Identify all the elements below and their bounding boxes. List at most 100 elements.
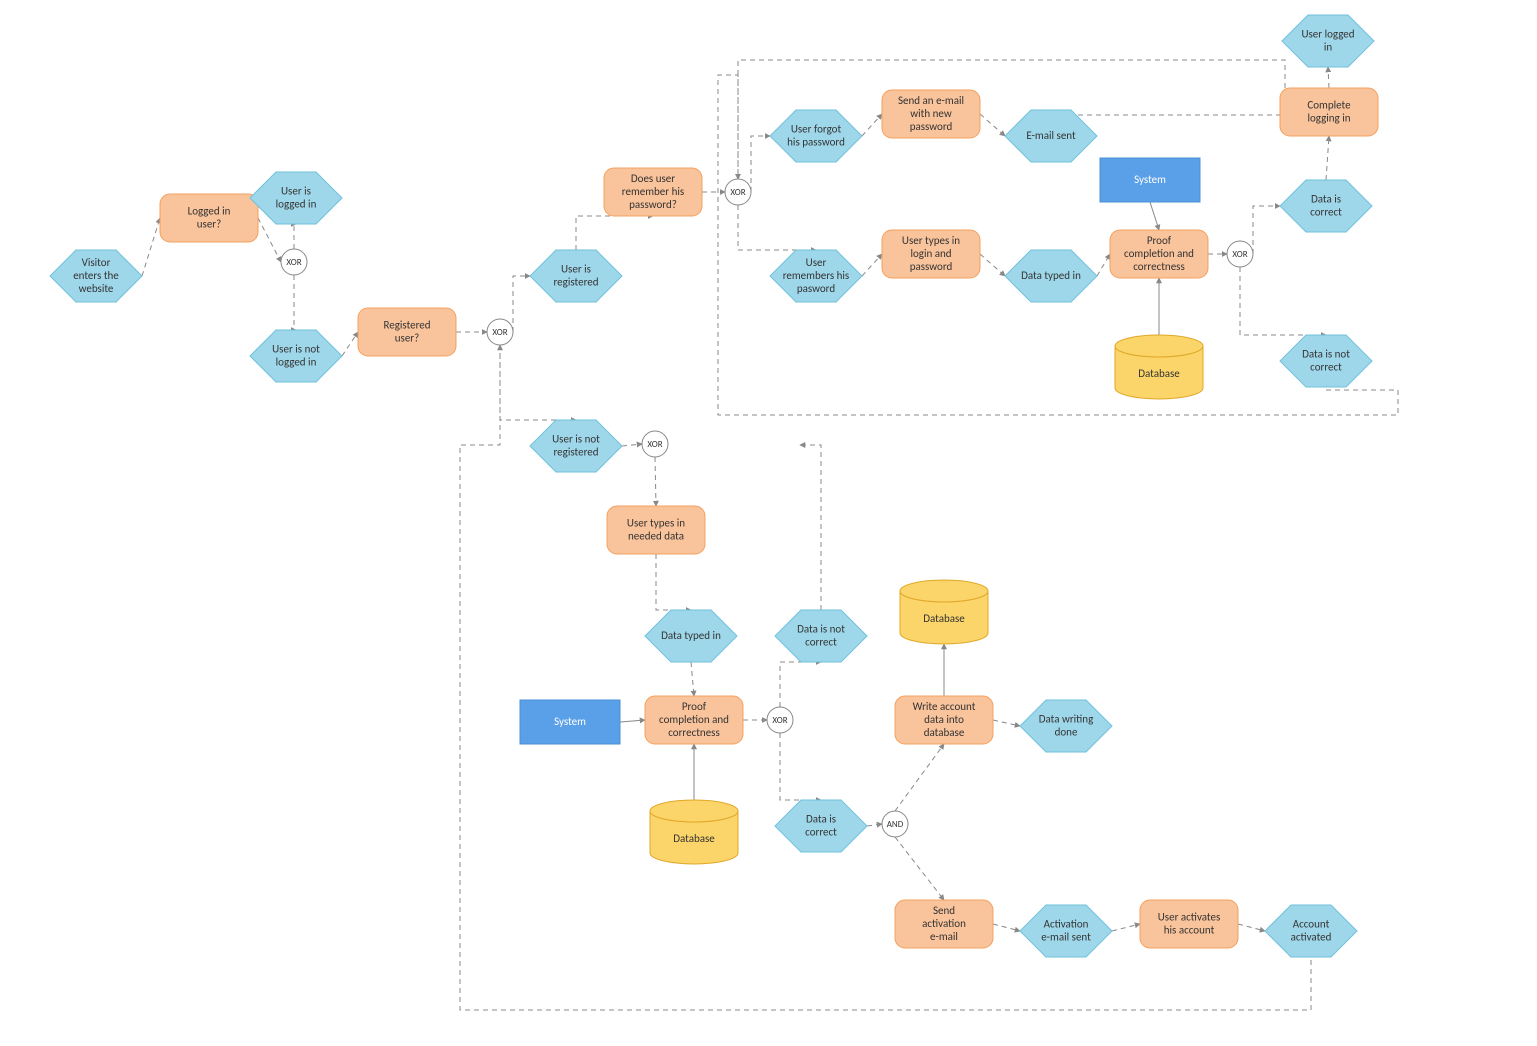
node-regq: Registereduser? [358,308,456,356]
node-visitor: Visitorenters thewebsite [50,250,142,302]
node-db1: Database [1115,335,1203,399]
svg-text:Database: Database [1138,367,1180,380]
edge [576,216,653,250]
node-typesdata: User types inneeded data [607,506,705,554]
node-loggedq: Logged inuser? [160,194,258,242]
node-and1: AND [882,811,908,837]
node-remq: Does userremember hispassword? [604,168,702,216]
node-xor5: XOR [642,431,668,457]
edge-loop [800,445,821,610]
node-proof1: Proofcompletion andcorrectness [1110,230,1208,278]
svg-text:XOR: XOR [772,715,787,726]
node-datanotcorrect2: Data is notcorrect [775,610,867,662]
edge [691,662,694,696]
node-datacorrect1: Data iscorrect [1280,180,1372,232]
svg-text:Database: Database [673,832,715,845]
node-sendpw: Send an e-mailwith newpassword [882,90,980,138]
node-proof2: Proofcompletion andcorrectness [645,696,743,744]
node-xor4: XOR [1227,241,1253,267]
svg-text:Data typed in: Data typed in [661,629,721,642]
svg-text:XOR: XOR [492,327,507,338]
svg-text:Data iscorrect: Data iscorrect [805,813,837,839]
node-writingdone: Data writingdone [1020,700,1112,752]
svg-text:XOR: XOR [286,257,301,268]
edge [1097,254,1110,276]
edge [294,224,296,249]
edge [738,205,816,250]
svg-text:Activatione-mail sent: Activatione-mail sent [1041,918,1091,944]
svg-text:Does userremember hispassword?: Does userremember hispassword? [622,172,684,211]
node-typeslogin: User types inlogin andpassword [882,230,980,278]
edge [258,218,281,262]
edge [862,114,882,136]
svg-text:Data typed in: Data typed in [1021,269,1081,282]
edge [993,720,1020,726]
node-forgot: User forgothis password [770,110,862,162]
edge [1328,67,1329,88]
edge [1326,136,1329,180]
node-usernotlogged: User is notlogged in [250,330,342,382]
edge [294,275,296,330]
edge [1112,924,1140,931]
node-xor3: XOR [725,179,751,205]
svg-text:User forgothis password: User forgothis password [787,123,845,149]
edge [500,345,576,420]
svg-text:XOR: XOR [730,187,745,198]
svg-text:E-mail sent: E-mail sent [1026,129,1076,142]
edge [342,332,358,356]
node-userloggedin2: User loggedin [1282,15,1374,67]
node-xor6: XOR [767,707,793,733]
edge [513,276,530,332]
svg-text:User is notlogged in: User is notlogged in [272,343,320,369]
node-completelogin: Completelogging in [1280,88,1378,136]
node-db3: Database [900,580,988,644]
edge [780,662,821,707]
node-sys2: System [520,700,620,744]
svg-text:System: System [1134,173,1166,186]
edge [1150,202,1159,230]
node-writedb: Write accountdata intodatabase [895,696,993,744]
node-datatyped2: Data typed in [645,610,737,662]
edge [980,254,1005,276]
node-acctactivated: Accountactivated [1265,905,1357,957]
node-sys1: System [1100,158,1200,202]
svg-text:XOR: XOR [647,439,662,450]
node-userreg: User isregistered [530,250,622,302]
node-useractivates: User activateshis account [1140,900,1238,948]
edge [895,744,944,811]
node-userlogged: User islogged in [250,172,342,224]
flowchart-canvas: Visitorenters thewebsite Logged inuser? XO… [0,0,1537,1046]
node-usernotreg: User is notregistered [530,420,622,472]
edge [142,218,160,276]
edge [656,554,691,610]
svg-text:Database: Database [923,612,965,625]
svg-text:System: System [554,715,586,728]
node-remembers: Userremembers hispasword [770,250,862,302]
svg-text:AND: AND [887,819,904,830]
edge [1238,924,1265,931]
node-db2: Database [650,800,738,864]
svg-text:Completelogging in: Completelogging in [1307,99,1351,125]
svg-text:XOR: XOR [1232,249,1247,260]
edge [980,114,1005,136]
edge [1240,267,1326,335]
edge [620,720,645,722]
node-sendact: Sendactivatione-mail [895,900,993,948]
edge [993,924,1020,931]
edge [1253,206,1280,254]
edge [895,837,944,900]
svg-text:User is notregistered: User is notregistered [552,433,600,459]
svg-text:User types inlogin andpassword: User types inlogin andpassword [902,234,960,273]
node-emailsent: E-mail sent [1005,110,1097,162]
node-datacorrect2: Data iscorrect [775,800,867,852]
edge [780,733,821,800]
node-xor1: XOR [281,249,307,275]
svg-text:User types inneeded data: User types inneeded data [627,517,685,543]
svg-text:Data iscorrect: Data iscorrect [1310,193,1342,219]
node-datanotcorrect1: Data is notcorrect [1280,335,1372,387]
edge [655,457,656,506]
svg-text:User activateshis account: User activateshis account [1158,911,1221,937]
svg-text:Accountactivated: Accountactivated [1291,918,1332,944]
node-actsent: Activatione-mail sent [1020,905,1112,957]
node-xor2: XOR [487,319,513,345]
